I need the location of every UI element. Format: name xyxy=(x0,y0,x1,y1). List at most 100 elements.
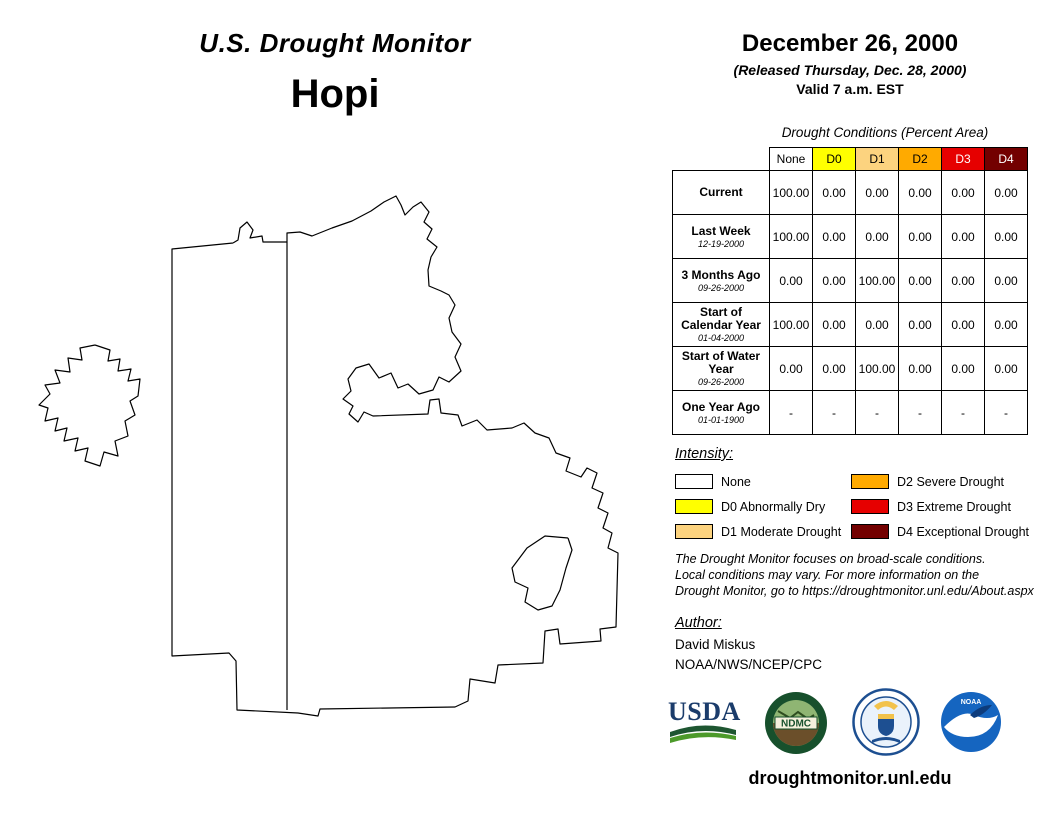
usda-swoosh-icon xyxy=(670,725,736,743)
legend-swatch-none xyxy=(675,474,713,489)
table-row: 3 Months Ago 09-26-2000 0.00 0.00 100.00… xyxy=(672,258,1028,303)
cell-value: 0.00 xyxy=(941,346,985,391)
cell-value: - xyxy=(984,390,1028,435)
hopi-map xyxy=(38,195,619,717)
row-sublabel: 12-19-2000 xyxy=(697,238,745,249)
cell-value: 100.00 xyxy=(769,302,813,347)
row-label: Start of Calendar Year xyxy=(681,305,761,332)
col-header-d1: D1 xyxy=(855,147,899,171)
row-label: One Year Ago xyxy=(681,399,761,414)
disclaimer-line: Drought Monitor, go to https://droughtmo… xyxy=(675,584,1034,598)
cell-value: 0.00 xyxy=(941,258,985,303)
cell-value: 0.00 xyxy=(769,258,813,303)
col-header-none: None xyxy=(769,147,813,171)
cell-value: 0.00 xyxy=(812,302,856,347)
cell-value: 0.00 xyxy=(984,214,1028,259)
legend-swatch-d3 xyxy=(851,499,889,514)
row-label: Last Week xyxy=(691,223,751,238)
legend-item-none: None xyxy=(675,469,841,494)
ndmc-logo-text: NDMC xyxy=(781,719,811,730)
legend-item-d4: D4 Exceptional Drought xyxy=(851,519,1029,544)
cell-value: 100.00 xyxy=(855,346,899,391)
cell-value: 0.00 xyxy=(984,258,1028,303)
col-header-d0: D0 xyxy=(812,147,856,171)
commerce-seal-logo xyxy=(852,688,920,756)
legend-swatch-d1 xyxy=(675,524,713,539)
cell-value: 0.00 xyxy=(898,170,942,215)
legend-label: None xyxy=(721,474,751,489)
row-label: 3 Months Ago xyxy=(681,267,761,282)
table-title: Drought Conditions (Percent Area) xyxy=(781,125,989,140)
map-boundary-main xyxy=(171,195,619,717)
legend-item-d0: D0 Abnormally Dry xyxy=(675,494,841,519)
author-affiliation: NOAA/NWS/NCEP/CPC xyxy=(675,657,823,672)
noaa-logo-text: NOAA xyxy=(961,699,982,706)
cell-value: - xyxy=(941,390,985,435)
cell-value: 0.00 xyxy=(812,170,856,215)
legend-item-d1: D1 Moderate Drought xyxy=(675,519,841,544)
row-sublabel: 01-04-2000 xyxy=(697,333,745,343)
map-moenkopi-outline xyxy=(38,344,141,467)
cell-value: 0.00 xyxy=(769,346,813,391)
cell-value: - xyxy=(855,390,899,435)
legend-item-d2: D2 Severe Drought xyxy=(851,469,1029,494)
col-header-d2: D2 xyxy=(898,147,942,171)
table-row: One Year Ago 01-01-1900 - - - - - - xyxy=(672,390,1028,435)
row-sublabel: 09-26-2000 xyxy=(697,282,745,293)
cell-value: 0.00 xyxy=(984,170,1028,215)
legend-swatch-d4 xyxy=(851,524,889,539)
cell-value: 0.00 xyxy=(941,170,985,215)
usda-logo-text: USDA xyxy=(668,697,741,726)
valid-time: Valid 7 a.m. EST xyxy=(796,81,904,97)
col-header-d3: D3 xyxy=(941,147,985,171)
cell-value: 0.00 xyxy=(812,346,856,391)
map-inholding-outline xyxy=(511,535,573,611)
disclaimer-line: Local conditions may vary. For more info… xyxy=(675,568,980,582)
table-corner-cell xyxy=(673,148,770,171)
legend-label: D1 Moderate Drought xyxy=(721,524,842,539)
cell-value: 0.00 xyxy=(898,214,942,259)
cell-value: 0.00 xyxy=(941,302,985,347)
released-date: (Released Thursday, Dec. 28, 2000) xyxy=(733,62,967,78)
cell-value: - xyxy=(898,390,942,435)
date-block: December 26, 2000 (Released Thursday, De… xyxy=(672,30,1028,97)
disclaimer-line: The Drought Monitor focuses on broad-sca… xyxy=(675,552,986,566)
cell-value: 0.00 xyxy=(855,214,899,259)
cell-value: - xyxy=(769,390,813,435)
row-label: Current xyxy=(699,184,743,199)
row-label: Start of Water Year xyxy=(681,349,761,376)
col-header-d4: D4 xyxy=(984,147,1028,171)
ndmc-logo: NDMC xyxy=(765,692,827,754)
legend-label: D3 Extreme Drought xyxy=(897,499,1011,514)
cell-value: 100.00 xyxy=(855,258,899,303)
legend-label: D4 Exceptional Drought xyxy=(897,524,1030,539)
table-header-row: None D0 D1 D2 D3 D4 xyxy=(673,147,1028,171)
cell-value: 0.00 xyxy=(941,214,985,259)
author-name: David Miskus xyxy=(675,637,756,652)
region-title: Hopi xyxy=(290,72,380,116)
noaa-logo: NOAA xyxy=(941,692,1001,752)
row-sublabel: 01-01-1900 xyxy=(697,414,745,425)
cell-value: 0.00 xyxy=(855,170,899,215)
footer-url: droughtmonitor.unl.edu xyxy=(748,768,952,788)
agency-logos: USDA NDMC NOAA xyxy=(668,688,1038,760)
cell-value: 0.00 xyxy=(812,258,856,303)
row-sublabel: 09-26-2000 xyxy=(697,377,745,387)
disclaimer-text: The Drought Monitor focuses on broad-sca… xyxy=(675,551,1034,599)
table-row: Start of Calendar Year 01-04-2000 100.00… xyxy=(672,302,1028,347)
cell-value: 0.00 xyxy=(898,302,942,347)
table-row: Start of Water Year 09-26-2000 0.00 0.00… xyxy=(672,346,1028,391)
drought-conditions-table: None D0 D1 D2 D3 D4 Current 100.00 0.00 … xyxy=(672,147,1028,435)
table-row: Current 100.00 0.00 0.00 0.00 0.00 0.00 xyxy=(672,170,1028,215)
cell-value: - xyxy=(812,390,856,435)
cell-value: 0.00 xyxy=(984,302,1028,347)
cell-value: 100.00 xyxy=(769,214,813,259)
usda-logo: USDA xyxy=(668,697,741,751)
cell-value: 0.00 xyxy=(898,258,942,303)
author-heading: Author: xyxy=(675,615,722,631)
legend-swatch-d0 xyxy=(675,499,713,514)
table-row: Last Week 12-19-2000 100.00 0.00 0.00 0.… xyxy=(672,214,1028,259)
cell-value: 0.00 xyxy=(855,302,899,347)
legend-label: D0 Abnormally Dry xyxy=(721,499,826,514)
